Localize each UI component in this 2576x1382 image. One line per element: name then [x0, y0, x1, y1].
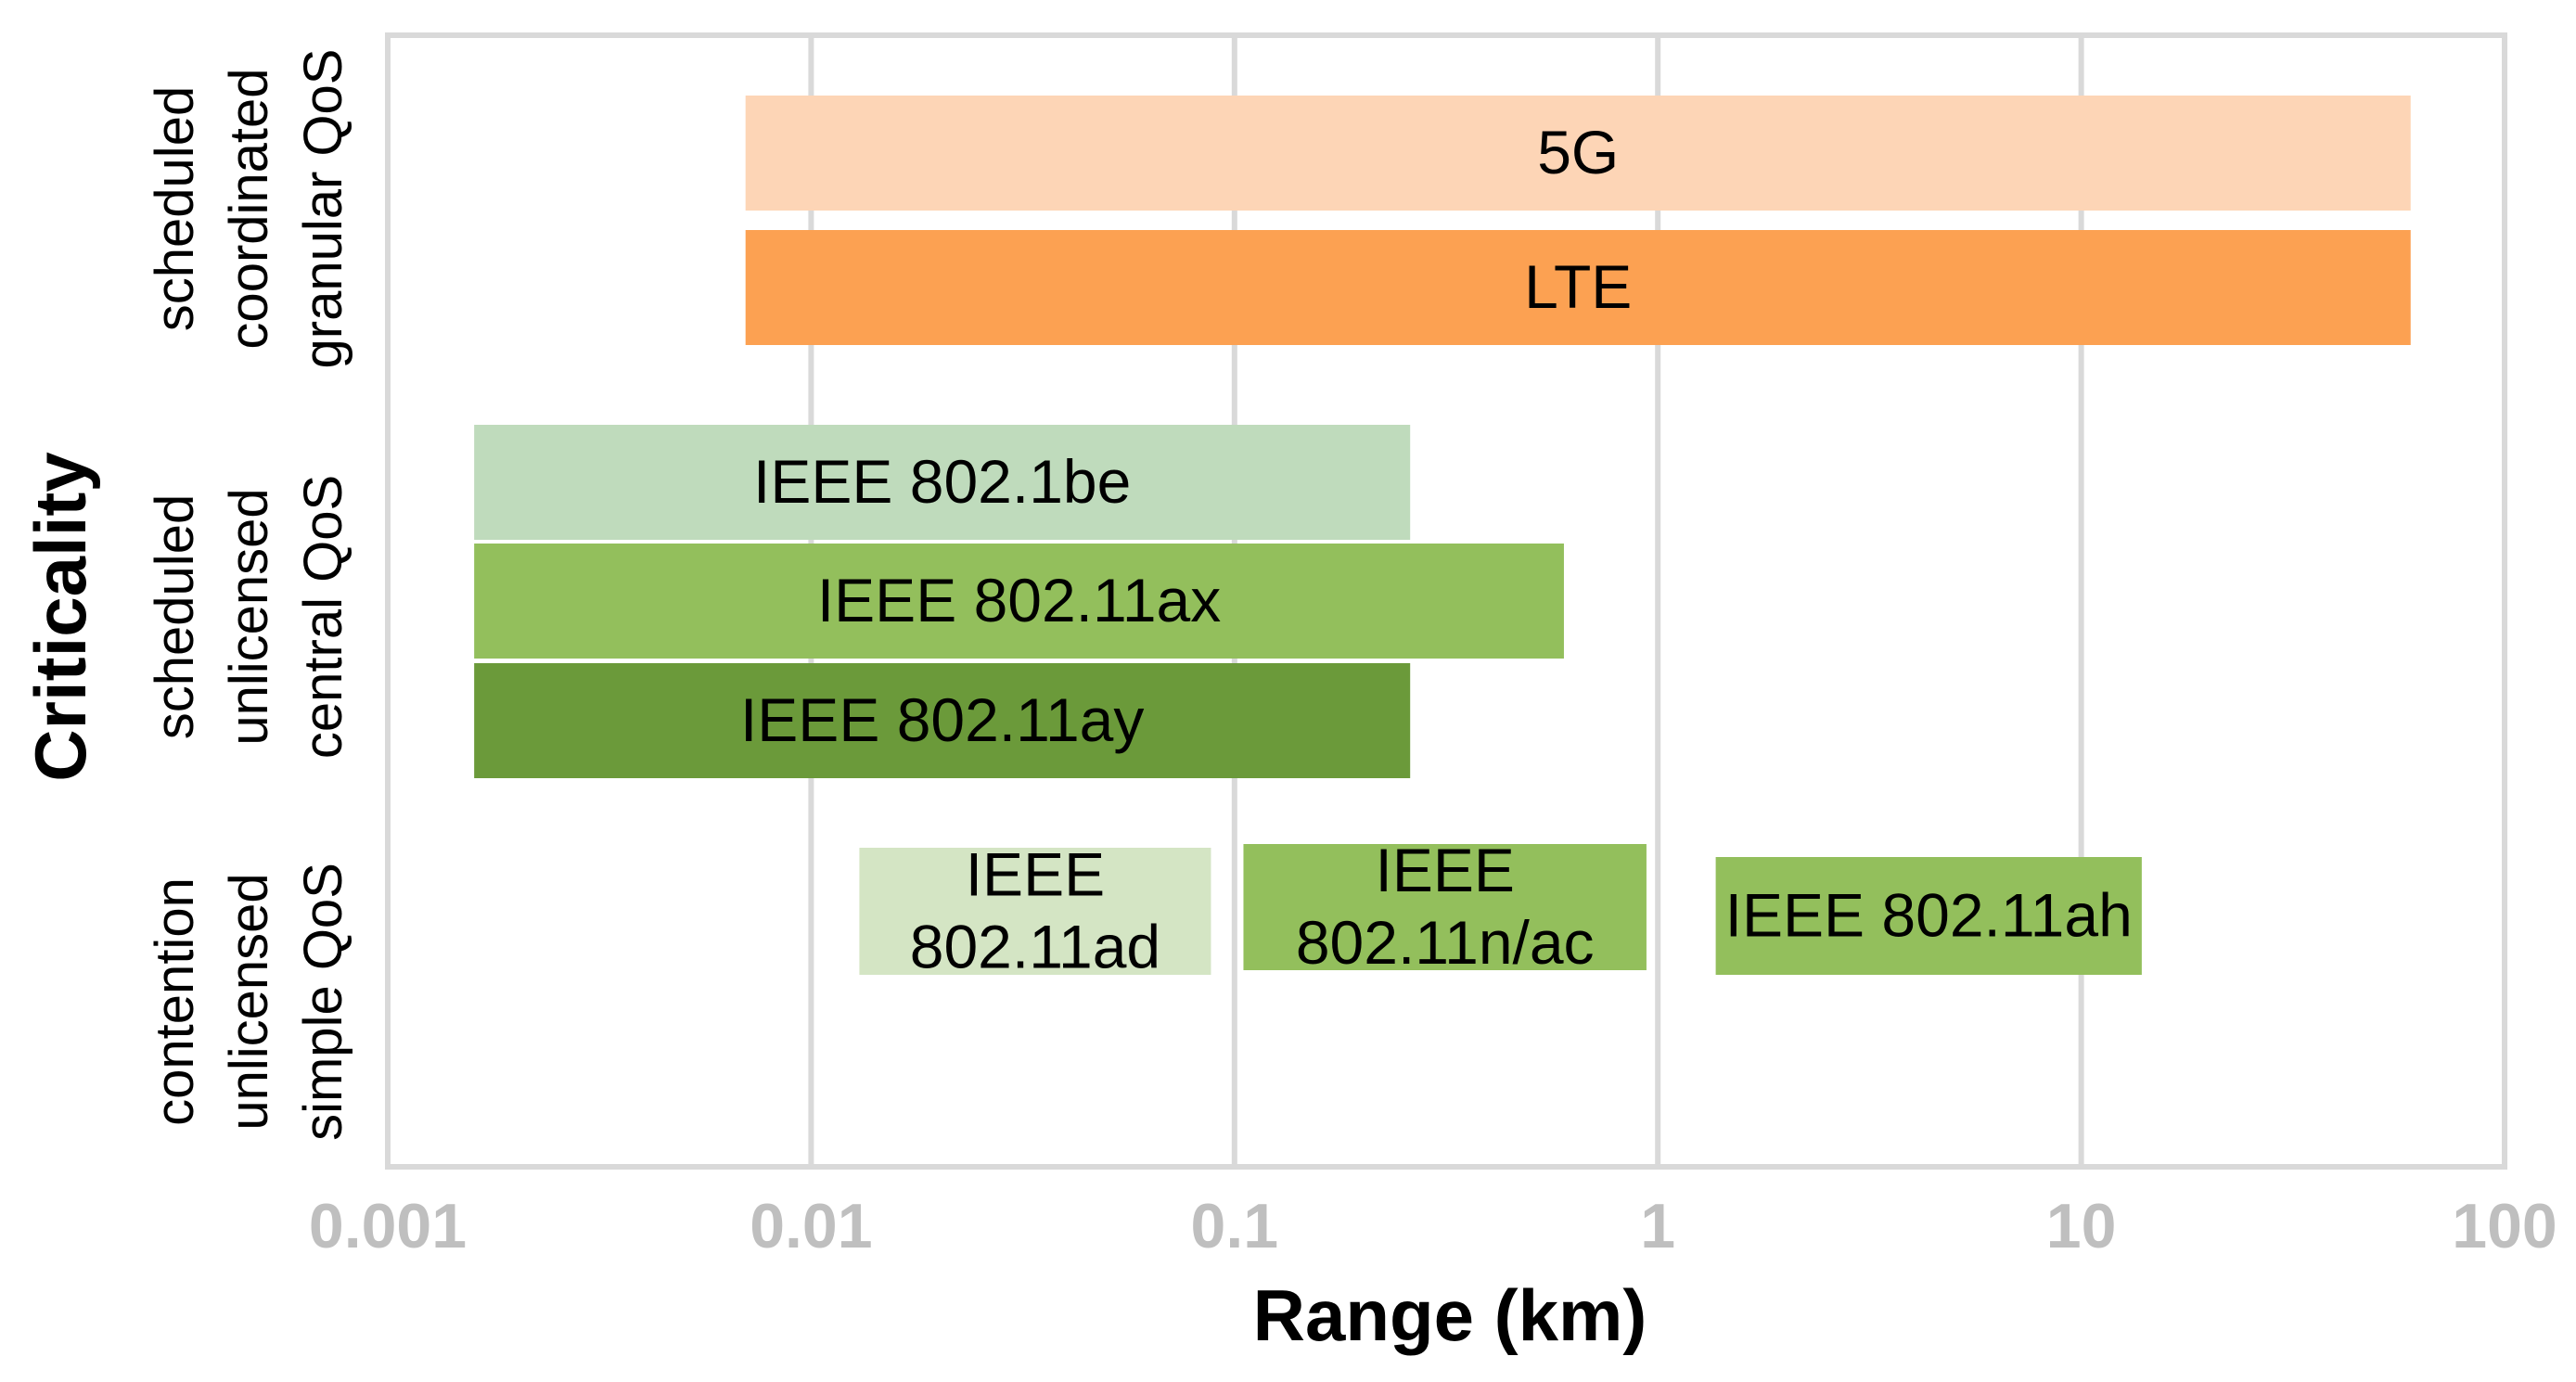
bar-group: 5G — [745, 96, 2411, 211]
bar-label: IEEE — [966, 840, 1105, 909]
x-axis-title: Range (km) — [1253, 1274, 1647, 1356]
criticality-group-labels: scheduled coordinated granular QoSschedule… — [145, 49, 353, 1141]
x-tick-label: 100 — [2452, 1191, 2557, 1261]
range-bar — [474, 544, 1564, 659]
bar-label: IEEE 802.11ah — [1725, 881, 2133, 950]
range-bar — [1715, 857, 2142, 975]
bar-label: IEEE 802.11ay — [740, 685, 1144, 754]
bar-label: 5G — [1537, 118, 1619, 186]
bar-label: 802.11ad — [910, 913, 1160, 981]
y-axis-title: Criticality — [19, 452, 101, 781]
criticality-group-line: contention — [145, 877, 205, 1126]
bar-label: IEEE — [1376, 836, 1515, 904]
range-bar — [474, 663, 1411, 778]
x-tick-label: 0.001 — [309, 1191, 467, 1261]
x-tick-label: 10 — [2046, 1191, 2117, 1261]
range-bar — [1243, 844, 1647, 970]
bar-label: LTE — [1524, 252, 1632, 321]
criticality-group-line: unlicensed — [219, 873, 279, 1130]
bar-group: IEEE 802.11ay — [474, 663, 1411, 778]
x-tick-label: 1 — [1640, 1191, 1675, 1261]
bar-group: LTE — [745, 230, 2411, 345]
bar-label: IEEE 802.1be — [753, 447, 1131, 516]
criticality-group-label: scheduled coordinated granular QoS — [145, 49, 353, 369]
criticality-group-line: coordinated — [219, 68, 279, 349]
criticality-group-line: central QoS — [293, 475, 353, 759]
x-tick-labels: 0.001 0.01 0.1 1 10 100 — [309, 1191, 2557, 1261]
criticality-group-line: unlicensed — [219, 488, 279, 745]
bar-group: IEEE 802.11ax — [474, 544, 1564, 659]
bar-label: IEEE 802.11ax — [817, 566, 1221, 634]
plot-area-frame — [385, 32, 2507, 1170]
criticality-group-line: simple QoS — [293, 863, 353, 1141]
criticality-group-line: scheduled — [145, 494, 205, 739]
bar-layer: 5G LTE IEEE 802.1be IEEE 802.11ax IEEE 802.1… — [474, 96, 2411, 981]
x-tick-label: 0.01 — [750, 1191, 872, 1261]
criticality-group-label: contention unlicensed simple QoS — [145, 863, 353, 1141]
x-tick-label: 0.1 — [1191, 1191, 1279, 1261]
criticality-group-label: scheduled unlicensed central QoS — [145, 475, 353, 759]
grid-layer — [385, 32, 2507, 1170]
range-bar — [859, 848, 1211, 975]
bar-group: IEEE 802.11ah — [1715, 857, 2142, 975]
bar-label: 802.11n/ac — [1296, 908, 1595, 977]
bar-group: IEEE 802.1be — [474, 425, 1411, 540]
criticality-group-line: granular QoS — [293, 49, 353, 369]
range-bar — [474, 425, 1411, 540]
range-bar — [745, 230, 2411, 345]
criticality-group-line: scheduled — [145, 86, 205, 331]
range-bar — [745, 96, 2411, 211]
